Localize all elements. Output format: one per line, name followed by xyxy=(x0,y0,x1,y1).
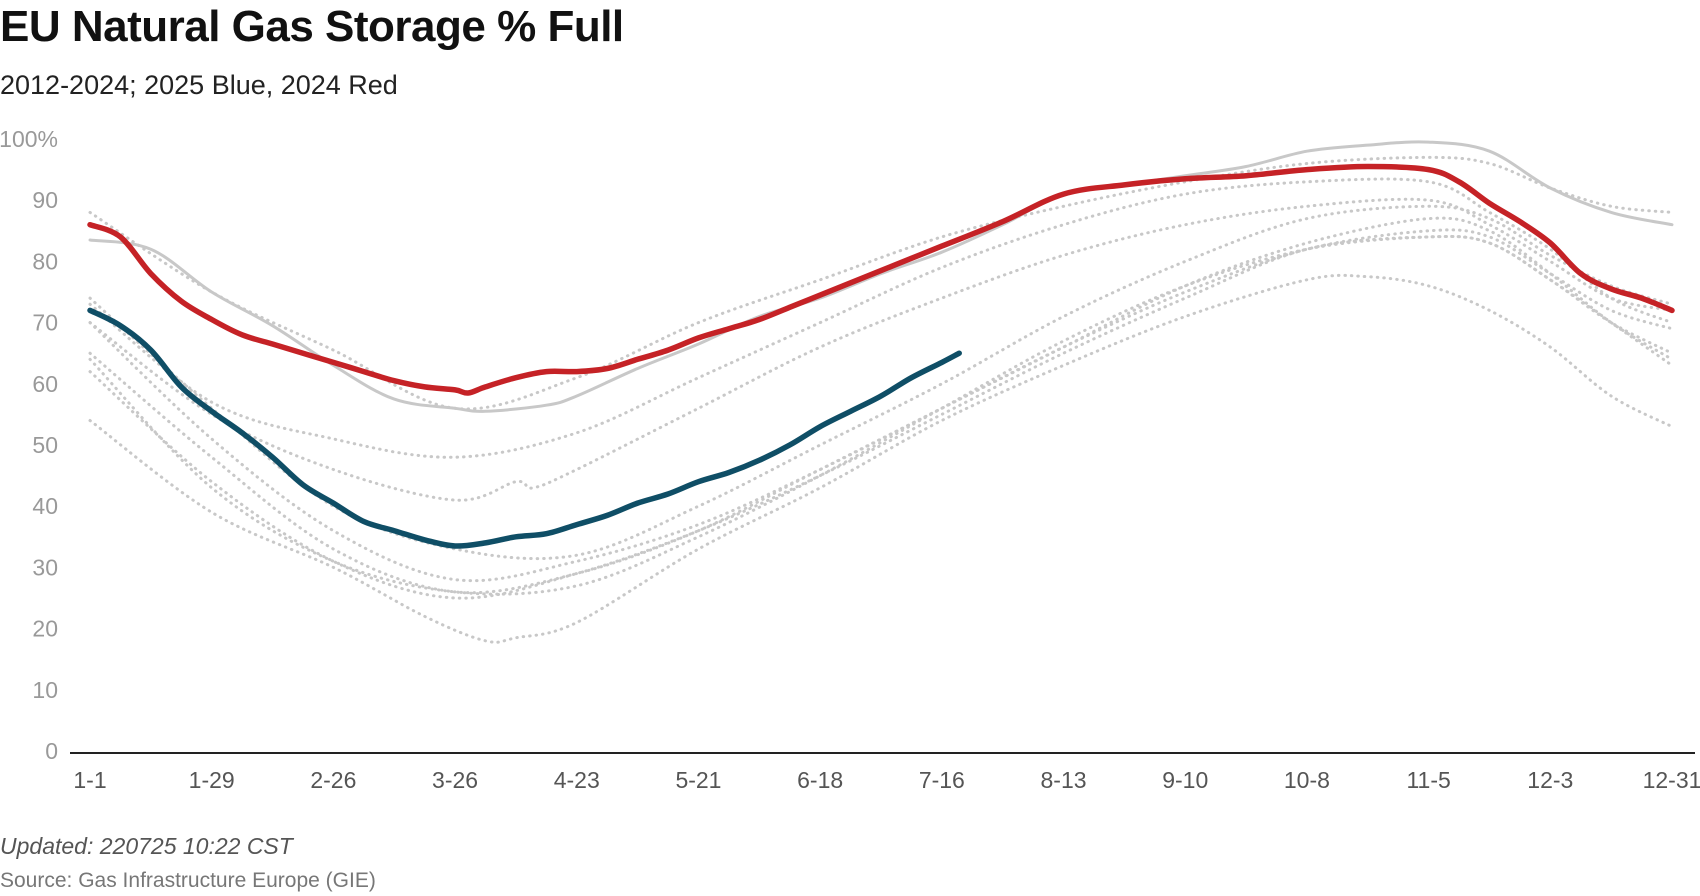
x-tick-label: 1-29 xyxy=(189,767,235,793)
y-tick-label: 50 xyxy=(32,432,58,458)
y-tick-label: 60 xyxy=(32,371,58,397)
series-line-5 xyxy=(88,197,1674,502)
y-tick-label: 30 xyxy=(32,554,58,580)
x-tick-label: 10-8 xyxy=(1284,767,1330,793)
series-line-3 xyxy=(88,155,1674,411)
series-line-6 xyxy=(88,204,1674,561)
x-tick-label: 4-23 xyxy=(554,767,600,793)
series-line-0 xyxy=(87,307,962,549)
chart-title: EU Natural Gas Storage % Full xyxy=(0,2,624,51)
x-tick-label: 12-3 xyxy=(1527,767,1573,793)
updated-note: Updated: 220725 10:22 CST xyxy=(0,833,293,859)
series-line-7 xyxy=(88,216,1674,583)
y-tick-label: 10 xyxy=(32,677,58,703)
y-tick-labels: 0 10 20 30 40 50 60 70 80 90 100% xyxy=(0,126,58,764)
x-tick-label: 1-1 xyxy=(73,767,106,793)
x-tick-label: 12-31 xyxy=(1643,767,1700,793)
series-line-4 xyxy=(88,177,1674,459)
series-line-10 xyxy=(88,234,1674,596)
series-line-9 xyxy=(88,234,1674,600)
chart-subtitle: 2012-2024; 2025 Blue, 2024 Red xyxy=(0,70,398,100)
y-tick-label: 20 xyxy=(32,616,58,642)
x-tick-label: 7-16 xyxy=(919,767,965,793)
y-tick-label: 90 xyxy=(32,187,58,213)
y-tick-label: 70 xyxy=(32,310,58,336)
series-line-8 xyxy=(88,228,1674,595)
series-line-11 xyxy=(88,273,1674,644)
y-tick-label: 80 xyxy=(32,248,58,274)
y-tick-label: 100% xyxy=(0,126,58,152)
x-tick-label: 3-26 xyxy=(432,767,478,793)
y-tick-label: 40 xyxy=(32,493,58,519)
x-tick-label: 8-13 xyxy=(1041,767,1087,793)
y-tick-label: 0 xyxy=(45,738,58,764)
x-tick-labels: 1-1 1-29 2-26 3-26 4-23 5-21 6-18 7-16 8-13 9-10 1… xyxy=(73,767,1700,793)
source-note: Source: Gas Infrastructure Europe (GIE) xyxy=(0,869,376,892)
x-tick-label: 9-10 xyxy=(1162,767,1208,793)
x-tick-label: 5-21 xyxy=(675,767,721,793)
x-tick-label: 6-18 xyxy=(797,767,843,793)
x-tick-label: 2-26 xyxy=(310,767,356,793)
series-line-2 xyxy=(88,140,1674,413)
series-line-1 xyxy=(87,163,1675,396)
series-layer xyxy=(87,140,1675,644)
x-tick-label: 11-5 xyxy=(1406,767,1450,793)
